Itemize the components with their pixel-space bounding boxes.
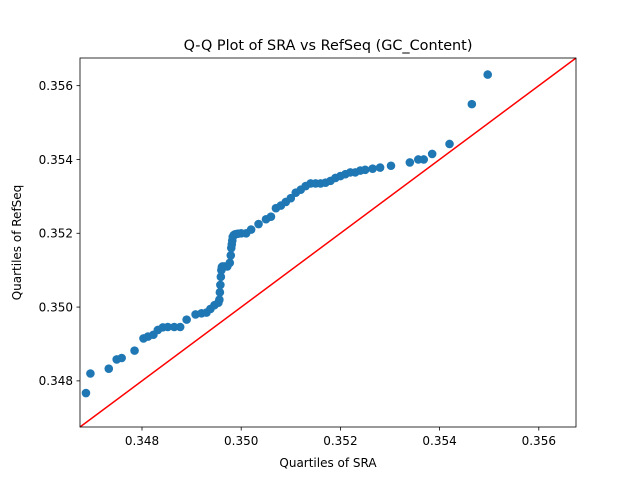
data-point [368, 164, 377, 173]
x-tick-label: 0.354 [422, 434, 456, 448]
plot-frame [79, 57, 577, 428]
data-point [427, 149, 437, 159]
data-point [246, 225, 256, 234]
data-point [386, 161, 396, 171]
data-point [163, 322, 173, 332]
data-point [216, 272, 226, 282]
plot-area [79, 57, 577, 428]
data-point [117, 353, 126, 363]
data-point [104, 364, 114, 374]
data-point [216, 280, 225, 290]
data-point [405, 158, 415, 167]
y-tick-label: 0.354 [39, 153, 73, 167]
data-point [254, 219, 263, 229]
data-point [286, 193, 296, 203]
data-point [467, 99, 477, 109]
data-point [483, 70, 493, 79]
data-point [169, 322, 179, 332]
reference-line-layer [79, 57, 577, 428]
x-tick-label: 0.348 [125, 434, 159, 448]
data-point [215, 295, 224, 304]
data-point [445, 139, 454, 149]
chart-title: Q-Q Plot of SRA vs RefSeq (GC_Content) [184, 38, 473, 54]
y-axis-label: Quartiles of RefSeq [10, 185, 24, 301]
y-tick-label: 0.350 [39, 300, 73, 314]
x-tick-label: 0.356 [522, 434, 556, 448]
data-point [215, 288, 225, 297]
y-tick-label: 0.352 [39, 227, 73, 241]
y-tick-label: 0.348 [39, 374, 73, 388]
data-point [86, 369, 95, 378]
data-point [81, 388, 91, 398]
data-points-layer [81, 70, 493, 398]
data-point [182, 315, 191, 324]
data-point [419, 155, 429, 164]
data-point [266, 212, 276, 221]
data-point [130, 346, 139, 355]
x-tick-label: 0.350 [224, 434, 258, 448]
y-axis-ticks: 0.348 0.350 0.352 0.354 0.356 [39, 79, 80, 388]
x-tick-label: 0.352 [323, 434, 357, 448]
data-point [226, 251, 236, 260]
reference-line [79, 57, 577, 428]
y-tick-label: 0.356 [39, 79, 73, 93]
x-axis-label: Quartiles of SRA [279, 456, 377, 470]
data-point [175, 322, 185, 332]
data-point [375, 163, 385, 172]
data-point [360, 165, 370, 175]
x-axis-ticks: 0.348 0.350 0.352 0.354 0.356 [125, 427, 556, 448]
data-point [225, 258, 235, 268]
